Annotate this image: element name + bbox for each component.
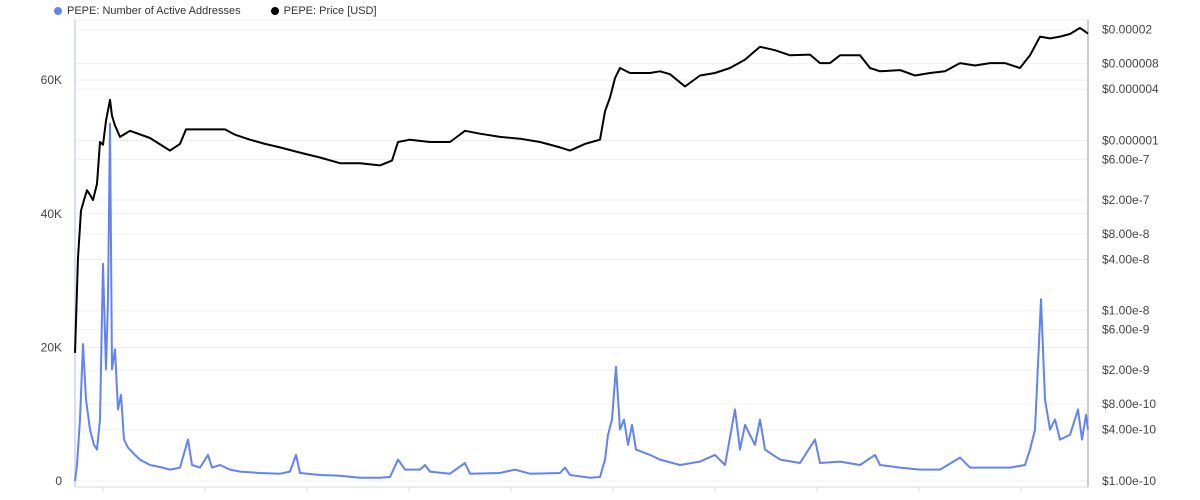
left-tick-label: 0 (55, 474, 62, 488)
series-line-price[interactable] (74, 26, 1089, 353)
right-tick-label: $6.00e-7 (1102, 152, 1150, 166)
right-tick-label: $2.00e-9 (1102, 363, 1150, 377)
legend-label: PEPE: Price [USD] (283, 5, 377, 17)
legend-item-price[interactable]: PEPE: Price [USD] (270, 5, 377, 17)
right-tick-label: $1.00e-10 (1102, 474, 1156, 488)
right-tick-label: $2.00e-7 (1102, 193, 1150, 207)
right-tick-label: $8.00e-10 (1102, 397, 1156, 411)
series-line-active-addresses[interactable] (74, 122, 1089, 482)
left-tick-label: 40K (41, 207, 62, 221)
right-tick-label: $8.00e-8 (1102, 227, 1150, 241)
right-tick-label: $1.00e-8 (1102, 304, 1150, 318)
left-tick-label: 20K (41, 340, 62, 354)
right-tick-label: $6.00e-9 (1102, 323, 1150, 337)
right-tick-label: $0.00002 (1102, 23, 1152, 37)
legend-label: PEPE: Number of Active Addresses (67, 5, 241, 17)
right-tick-label: $0.000008 (1102, 57, 1159, 71)
right-tick-label: $4.00e-8 (1102, 252, 1150, 266)
legend-item-active-addresses[interactable]: PEPE: Number of Active Addresses (54, 5, 241, 17)
legend-dot-blue (54, 7, 62, 15)
legend-dot-black (270, 7, 279, 15)
legend: PEPE: Number of Active Addresses PEPE: P… (54, 5, 377, 17)
right-tick-label: $4.00e-10 (1102, 423, 1156, 437)
left-tick-label: 60K (41, 73, 62, 87)
right-tick-label: $0.000004 (1102, 82, 1159, 96)
right-tick-label: $0.000001 (1102, 133, 1159, 147)
